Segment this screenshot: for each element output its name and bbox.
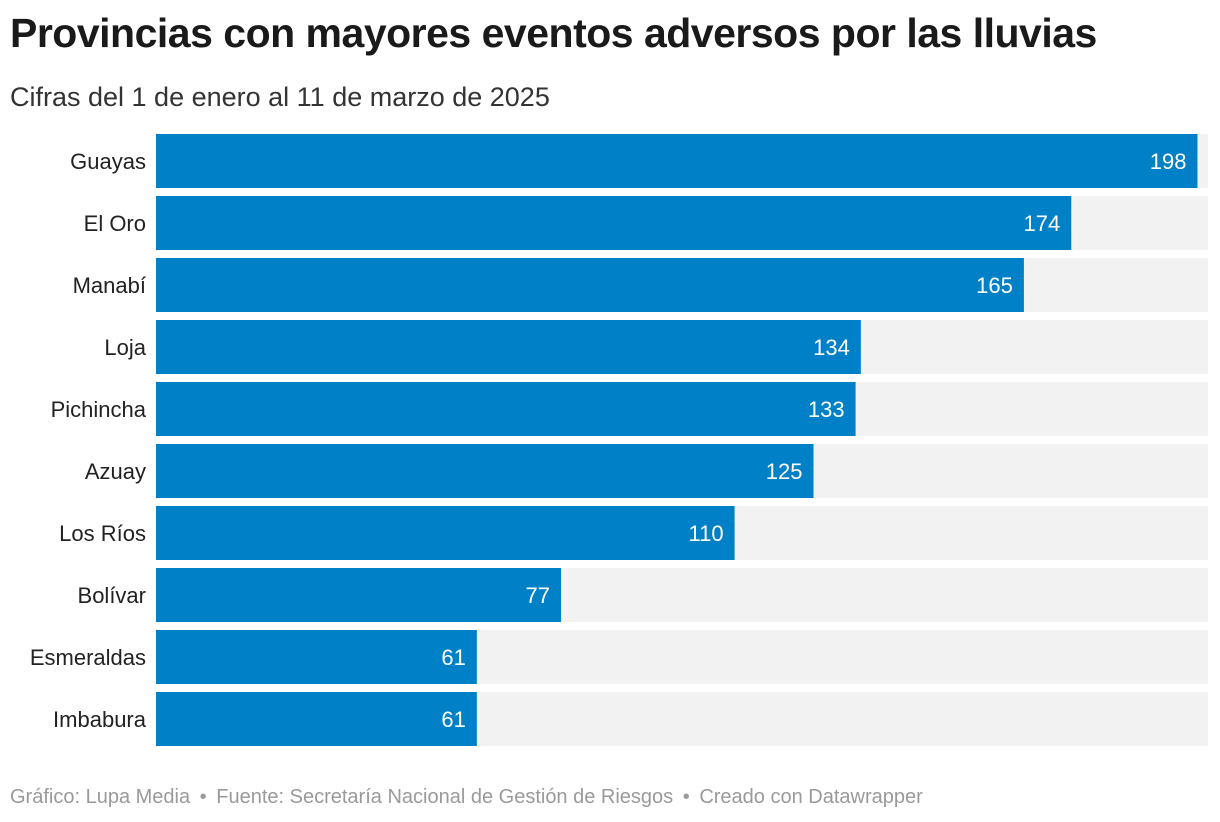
value-label: 61 — [441, 707, 465, 732]
value-label: 125 — [766, 459, 803, 484]
category-label: Bolívar — [78, 583, 146, 608]
value-label: 61 — [441, 645, 465, 670]
value-label: 110 — [689, 521, 724, 546]
value-label: 77 — [526, 583, 550, 608]
bar[interactable] — [156, 568, 562, 622]
category-label: Guayas — [70, 149, 146, 174]
footer-separator: • — [682, 786, 690, 808]
category-label: Loja — [104, 335, 146, 360]
footer-separator: • — [199, 786, 207, 808]
category-label: Los Ríos — [59, 521, 146, 546]
category-label: Manabí — [73, 273, 146, 298]
footer-tool[interactable]: Creado con Datawrapper — [699, 786, 923, 808]
chart-subtitle: Cifras del 1 de enero al 11 de marzo de … — [10, 82, 550, 112]
value-label: 133 — [808, 397, 845, 422]
bar-row: Los Ríos 110 — [59, 506, 1208, 560]
footer-source: Fuente: Secretaría Nacional de Gestión d… — [216, 786, 674, 808]
chart-footer: Gráfico: Lupa Media • Fuente: Secretaría… — [10, 786, 923, 809]
bar-row: Pichincha 133 — [51, 382, 1208, 436]
bar[interactable] — [156, 320, 861, 374]
bar-row: Imbabura 61 — [53, 692, 1208, 746]
bar-row: El Oro 174 — [84, 196, 1208, 250]
bar-row: Manabí 165 — [73, 258, 1208, 312]
value-label: 198 — [1150, 149, 1187, 174]
bar-row: Azuay 125 — [85, 444, 1208, 498]
bar-row: Loja 134 — [104, 320, 1208, 374]
bar[interactable] — [156, 692, 477, 746]
bar[interactable] — [156, 134, 1198, 188]
value-label: 134 — [813, 335, 850, 360]
value-label: 174 — [1024, 211, 1061, 236]
category-label: Pichincha — [51, 397, 147, 422]
bar[interactable] — [156, 382, 856, 436]
bar[interactable] — [156, 506, 735, 560]
bar[interactable] — [156, 444, 814, 498]
category-label: Azuay — [85, 459, 146, 484]
bar-row: Esmeraldas 61 — [30, 630, 1208, 684]
bar-row: Bolívar 77 — [78, 568, 1208, 622]
bar[interactable] — [156, 196, 1072, 250]
footer-credit: Gráfico: Lupa Media — [10, 786, 191, 808]
bar[interactable] — [156, 258, 1024, 312]
value-label: 165 — [976, 273, 1013, 298]
category-label: Imbabura — [53, 707, 147, 732]
bar[interactable] — [156, 630, 477, 684]
category-label: Esmeraldas — [30, 645, 146, 670]
bar-row: Guayas 198 — [70, 134, 1208, 188]
chart-title: Provincias con mayores eventos adversos … — [10, 10, 1097, 56]
category-label: El Oro — [84, 211, 146, 236]
